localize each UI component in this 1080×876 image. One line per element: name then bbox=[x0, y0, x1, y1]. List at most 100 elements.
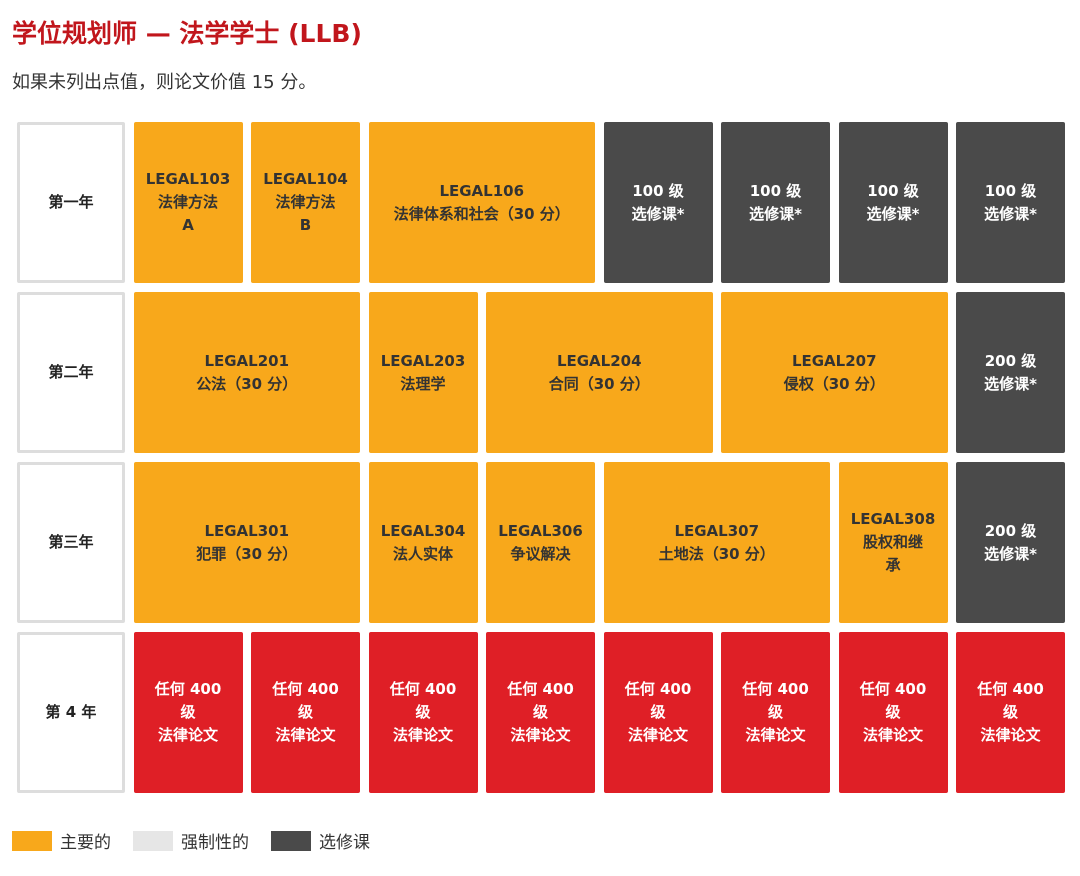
course-cell: 100 级选修课* bbox=[956, 122, 1065, 283]
course-cell: 任何 400 级法律论文 bbox=[133, 632, 243, 793]
course-cell: 100 级选修课* bbox=[603, 122, 713, 283]
legend-swatch bbox=[271, 830, 311, 851]
course-line: 犯罪（30 分） bbox=[196, 544, 298, 563]
course-line: 侵权（30 分） bbox=[783, 374, 885, 393]
course-line: 级 bbox=[180, 703, 196, 721]
course-line: 法律论文 bbox=[157, 726, 218, 744]
course-line: 级 bbox=[1002, 703, 1018, 721]
course-line: 选修课* bbox=[984, 374, 1037, 393]
course-line: 级 bbox=[532, 703, 548, 721]
course-line: 法人实体 bbox=[392, 544, 453, 563]
year-label: 第 4 年 bbox=[17, 632, 125, 793]
legend: 主要的 强制性的 选修课 bbox=[12, 828, 370, 853]
year-text: 第三年 bbox=[48, 533, 94, 551]
course-line: 任何 400 bbox=[272, 680, 339, 698]
course-cell: 任何 400 级法律论文 bbox=[603, 632, 713, 793]
course-cell: LEGAL308 股权和继承 bbox=[838, 462, 948, 623]
course-line: LEGAL304 bbox=[380, 521, 466, 540]
course-cell: 任何 400 级法律论文 bbox=[486, 632, 595, 793]
course-line: 级 bbox=[885, 703, 901, 721]
subtitle: 如果未列出点值，则论文价值 15 分。 bbox=[12, 72, 317, 93]
course-line: 承 bbox=[885, 556, 901, 574]
course-line: 200 级 bbox=[984, 351, 1037, 370]
course-line: 级 bbox=[297, 703, 313, 721]
course-line: LEGAL103 bbox=[145, 170, 231, 188]
course-line: 100 级 bbox=[984, 181, 1037, 200]
course-line: 法律论文 bbox=[627, 726, 688, 744]
course-cell: 任何 400 级法律论文 bbox=[368, 632, 478, 793]
course-line: 级 bbox=[767, 703, 783, 721]
course-cell: 任何 400 级法律论文 bbox=[838, 632, 948, 793]
title: 学位规划师 — 法学学士 (LLB) bbox=[12, 19, 362, 48]
course-cell: 任何 400 级法律论文 bbox=[956, 632, 1065, 793]
legend-swatch bbox=[133, 830, 173, 851]
course-line: 选修课* bbox=[866, 204, 920, 223]
course-cell: LEGAL207 侵权（30 分） bbox=[721, 292, 948, 453]
course-line: 级 bbox=[415, 703, 431, 721]
course-line: B bbox=[299, 216, 312, 234]
course-line: 合同（30 分） bbox=[548, 374, 650, 393]
course-cell: LEGAL306 争议解决 bbox=[486, 462, 595, 623]
course-line: LEGAL307 bbox=[674, 521, 760, 540]
course-line: 股权和继 bbox=[862, 533, 923, 551]
course-line: 任何 400 bbox=[507, 680, 574, 698]
course-cell: LEGAL106 法律体系和社会（30 分） bbox=[368, 122, 595, 283]
year-text: 第 4 年 bbox=[45, 703, 97, 721]
course-cell: 200 级选修课* bbox=[956, 292, 1065, 453]
course-line: 100 级 bbox=[749, 181, 802, 200]
course-line: 任何 400 bbox=[389, 680, 457, 698]
course-cell: 任何 400 级法律论文 bbox=[721, 632, 830, 793]
course-cell: LEGAL103 法律方法 A bbox=[133, 122, 243, 283]
course-line: 任何 400 bbox=[742, 680, 809, 698]
plan-grid: 第一年 LEGAL103 法律方法 A LEGAL104 法律方法 B LEGAL106 法律体… bbox=[17, 122, 1065, 793]
course-line: LEGAL301 bbox=[204, 521, 290, 540]
course-line: 200 级 bbox=[984, 521, 1037, 540]
legend-label: 主要的 bbox=[60, 833, 111, 853]
course-line: 100 级 bbox=[632, 181, 684, 200]
year-text: 第二年 bbox=[48, 363, 94, 381]
course-cell: LEGAL304 法人实体 bbox=[368, 462, 478, 623]
course-line: 公法（30 分） bbox=[196, 374, 298, 393]
course-line: LEGAL207 bbox=[791, 351, 877, 370]
legend-item: 主要的 bbox=[12, 828, 111, 853]
course-line: LEGAL204 bbox=[556, 351, 642, 370]
course-cell: 100 级选修课* bbox=[721, 122, 830, 283]
course-line: A bbox=[182, 216, 194, 234]
course-line: 100 级 bbox=[867, 181, 919, 200]
course-line: 选修课* bbox=[631, 204, 685, 223]
course-line: 级 bbox=[650, 703, 666, 721]
legend-label: 强制性的 bbox=[181, 833, 249, 853]
course-line: 选修课* bbox=[984, 204, 1037, 223]
course-cell: 200 级选修课* bbox=[956, 462, 1065, 623]
course-cell: LEGAL201 公法（30 分） bbox=[133, 292, 360, 453]
course-line: 法律方法 bbox=[275, 193, 336, 211]
legend-label: 选修课 bbox=[319, 833, 370, 853]
course-line: 法律论文 bbox=[275, 726, 336, 744]
course-cell: LEGAL203 法理学 bbox=[368, 292, 478, 453]
course-cell: LEGAL104 法律方法 B bbox=[251, 122, 360, 283]
course-line: 法律论文 bbox=[510, 726, 571, 744]
legend-item: 选修课 bbox=[271, 828, 370, 853]
course-line: 法理学 bbox=[400, 374, 446, 393]
course-line: 选修课* bbox=[984, 544, 1037, 563]
legend-swatch bbox=[12, 830, 52, 851]
year-text: 第一年 bbox=[48, 193, 94, 211]
course-line: 法律论文 bbox=[862, 726, 923, 744]
course-cell: 100 级选修课* bbox=[838, 122, 948, 283]
year-label: 第二年 bbox=[17, 292, 125, 453]
year-label: 第三年 bbox=[17, 462, 125, 623]
course-line: 选修课* bbox=[749, 204, 802, 223]
course-line: 法律体系和社会（30 分） bbox=[393, 204, 570, 223]
course-cell: LEGAL307 土地法（30 分） bbox=[603, 462, 830, 623]
course-line: 任何 400 bbox=[624, 680, 692, 698]
course-line: 任何 400 bbox=[977, 680, 1044, 698]
course-cell: LEGAL204 合同（30 分） bbox=[486, 292, 713, 453]
legend-item: 强制性的 bbox=[133, 828, 249, 853]
course-line: LEGAL308 bbox=[850, 510, 936, 528]
course-line: 法律论文 bbox=[745, 726, 806, 744]
course-line: 任何 400 bbox=[154, 680, 222, 698]
course-line: 法律方法 bbox=[157, 193, 218, 211]
course-line: LEGAL106 bbox=[439, 181, 525, 200]
course-line: LEGAL104 bbox=[263, 170, 348, 188]
